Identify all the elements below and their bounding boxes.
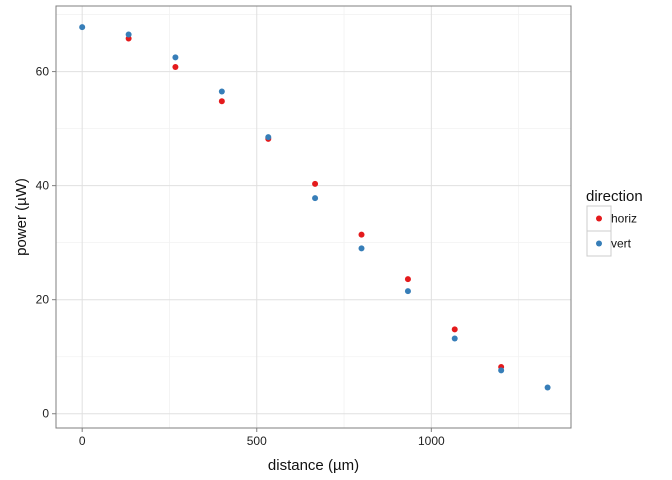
data-point-horiz: [451, 326, 458, 333]
y-tick-label: 0: [42, 407, 49, 421]
y-axis-title: power (µW): [13, 178, 30, 256]
data-point-horiz: [358, 231, 365, 238]
legend-key-horiz: [596, 215, 602, 222]
data-point-vert: [451, 335, 458, 342]
legend-key-box: [586, 230, 612, 257]
y-tick-label: 60: [36, 65, 50, 79]
y-tick-label: 20: [36, 293, 50, 307]
data-point-horiz: [172, 64, 179, 71]
legend-title: direction: [586, 188, 643, 205]
y-axis: 0 20 40 60: [36, 65, 56, 421]
y-tick-label: 40: [36, 179, 50, 193]
plot-panel-background: [56, 6, 571, 428]
data-point-vert: [125, 31, 132, 38]
legend-key-vert: [596, 240, 602, 247]
x-tick-label: 500: [247, 434, 267, 448]
legend: direction horiz vert: [586, 188, 643, 257]
data-point-vert: [544, 384, 551, 391]
x-tick-label: 1000: [418, 434, 445, 448]
data-point-horiz: [218, 98, 225, 105]
legend-items: horiz vert: [586, 205, 637, 257]
data-point-horiz: [404, 276, 411, 283]
x-tick-label: 0: [79, 434, 86, 448]
data-point-vert: [265, 134, 272, 141]
data-points: [79, 24, 551, 391]
minor-grid: [56, 6, 571, 428]
data-point-vert: [218, 88, 225, 95]
data-point-vert: [172, 54, 179, 61]
x-axis-title: distance (µm): [268, 457, 359, 474]
data-point-vert: [404, 288, 411, 295]
x-axis: 0 500 1000: [79, 428, 445, 448]
data-point-vert: [79, 24, 86, 31]
data-point-vert: [498, 367, 505, 374]
data-point-vert: [358, 245, 365, 252]
plot-panel-border: [55, 5, 572, 429]
data-point-vert: [312, 195, 319, 202]
legend-label-vert: vert: [611, 237, 632, 251]
data-point-horiz: [312, 180, 319, 187]
legend-label-horiz: horiz: [611, 212, 637, 226]
